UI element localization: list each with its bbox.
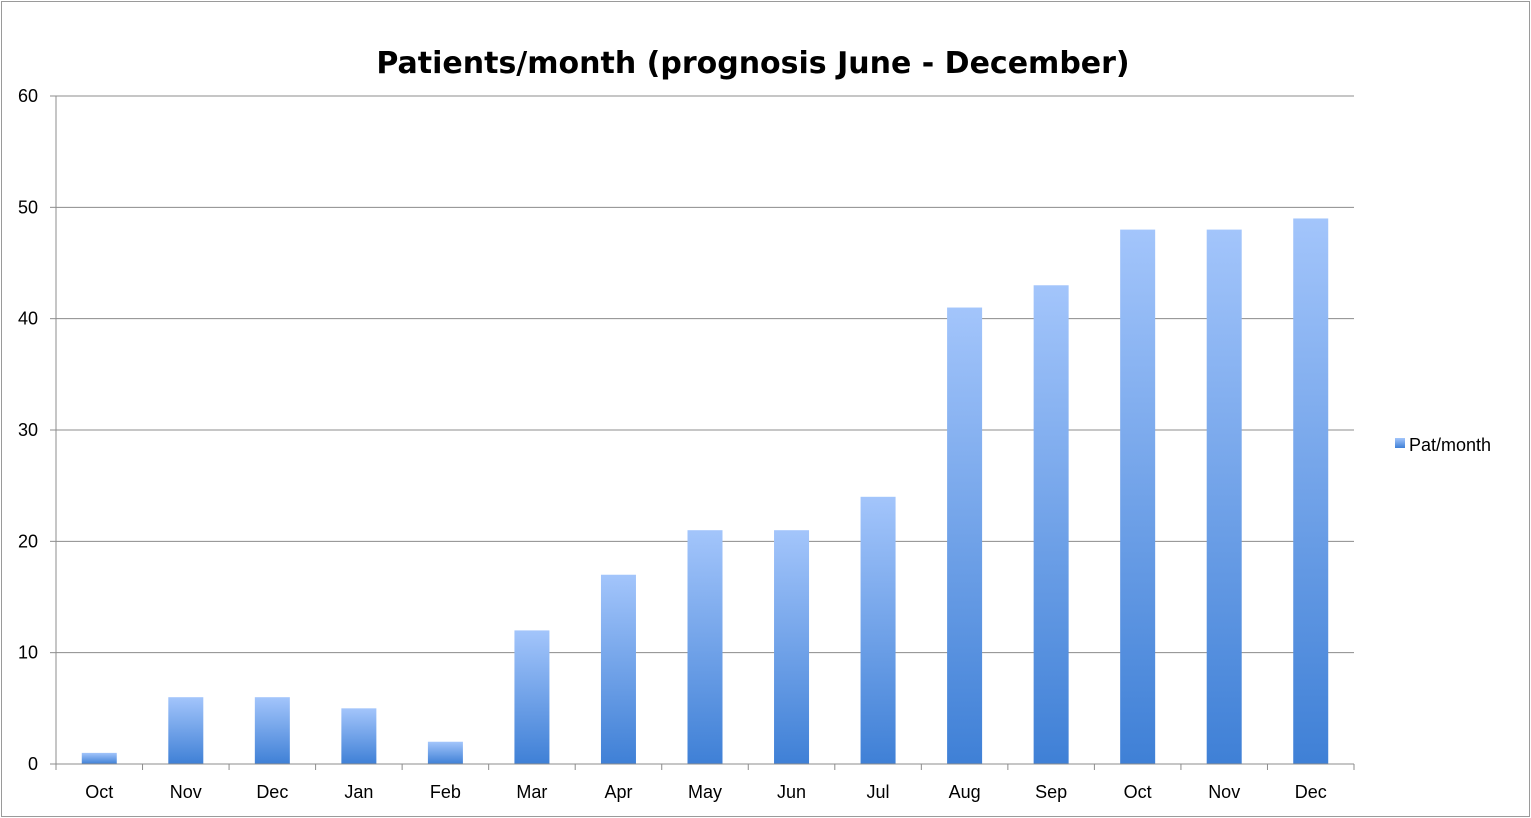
x-tick-label: Dec — [256, 782, 288, 802]
x-tick-label: Oct — [1124, 782, 1152, 802]
bar — [600, 574, 636, 764]
y-tick-label: 50 — [18, 197, 38, 217]
x-tick-label: Dec — [1295, 782, 1327, 802]
x-tick-label: Oct — [85, 782, 113, 802]
x-tick-label: Aug — [949, 782, 981, 802]
y-tick-label: 40 — [18, 309, 38, 329]
bar — [774, 530, 810, 764]
bar — [1293, 218, 1329, 764]
x-tick-label: Jul — [867, 782, 890, 802]
bar — [81, 752, 117, 764]
bar — [427, 741, 463, 764]
x-tick-label: Sep — [1035, 782, 1067, 802]
bar — [254, 697, 290, 764]
x-axis-ticks: Oct Nov Dec Jan Feb Mar Apr May Jun Jul Aug Sep Oct N… — [55, 764, 1355, 802]
legend-label: Pat/month — [1409, 435, 1491, 455]
axes — [55, 96, 1354, 765]
y-tick-label: 10 — [18, 643, 38, 663]
x-tick-label: Apr — [604, 782, 632, 802]
x-tick-label: Feb — [430, 782, 461, 802]
bar — [514, 630, 550, 764]
y-tick-label: 20 — [18, 531, 38, 551]
bar — [687, 530, 723, 764]
x-tick-label: Nov — [1208, 782, 1240, 802]
y-tick-label: 30 — [18, 420, 38, 440]
legend-swatch — [1395, 438, 1405, 448]
bar — [1033, 285, 1069, 764]
y-tick-label: 0 — [28, 754, 38, 774]
x-tick-label: Mar — [516, 782, 547, 802]
chart-title: Patients/month (prognosis June - Decembe… — [376, 46, 1129, 81]
bar — [947, 307, 983, 764]
y-axis-ticks: 0 10 20 30 40 50 60 — [18, 86, 56, 774]
x-tick-label: Jun — [777, 782, 806, 802]
y-tick-label: 60 — [18, 86, 38, 106]
x-tick-label: Jan — [344, 782, 373, 802]
x-tick-label: May — [688, 782, 722, 802]
legend: Pat/month — [1395, 435, 1491, 455]
bar — [168, 697, 204, 764]
bar — [1120, 229, 1156, 765]
bar — [860, 496, 896, 764]
bars — [81, 218, 1329, 765]
bar — [1206, 229, 1242, 765]
bar — [341, 708, 377, 764]
x-tick-label: Nov — [170, 782, 202, 802]
